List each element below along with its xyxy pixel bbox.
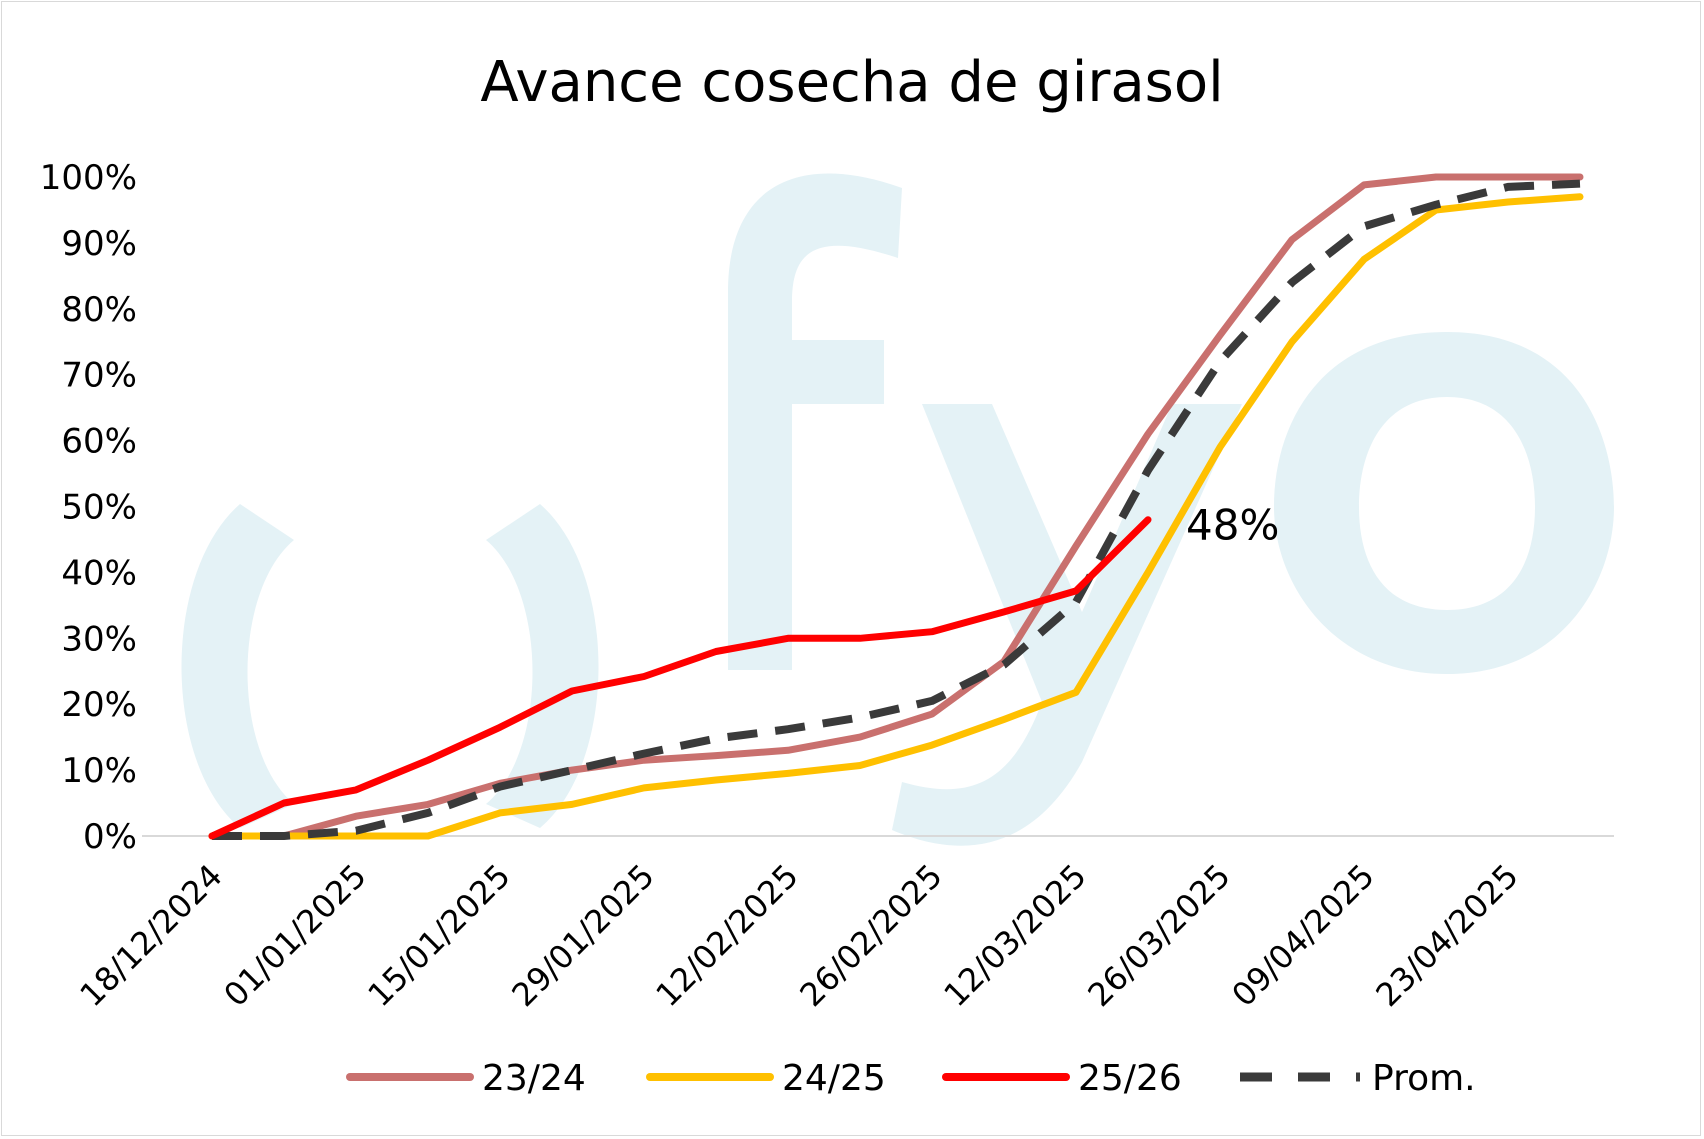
x-tick-label: 18/12/2024 — [72, 857, 229, 1014]
series-line-24-25 — [208, 193, 1584, 840]
x-tick-label: 29/01/2025 — [504, 857, 661, 1014]
x-tick-label: 23/04/2025 — [1368, 857, 1525, 1014]
x-tick-label: 01/01/2025 — [216, 857, 373, 1014]
x-tick-label: 26/03/2025 — [1080, 857, 1237, 1014]
series-line-prom — [212, 179, 1581, 840]
x-tick-label: 12/03/2025 — [936, 857, 1093, 1014]
x-tick-label: 15/01/2025 — [360, 857, 517, 1014]
y-tick-label: 50% — [61, 488, 137, 528]
annotation-layer: 48% — [1186, 501, 1279, 550]
watermark-right-arc — [486, 504, 599, 828]
y-tick-label: 60% — [61, 422, 137, 462]
x-axis: 18/12/202401/01/202515/01/202529/01/2025… — [72, 857, 1525, 1014]
watermark-y — [892, 404, 1242, 846]
chart-title: Avance cosecha de girasol — [480, 50, 1223, 115]
y-axis: 0% 10% 20% 30% 40% 50% 60% 70% 80% 90% 100% — [40, 158, 137, 857]
y-tick-label: 20% — [61, 685, 137, 725]
watermark-logo — [181, 173, 1614, 846]
legend-label: 25/26 — [1078, 1058, 1182, 1099]
legend-label: Prom. — [1372, 1058, 1476, 1099]
y-tick-label: 30% — [61, 619, 137, 659]
y-tick-label: 0% — [83, 817, 137, 857]
data-label-48: 48% — [1186, 501, 1279, 550]
legend: 23/24 24/25 25/26 Prom. — [346, 1058, 1476, 1099]
y-tick-label: 90% — [61, 224, 137, 264]
series-layer — [208, 173, 1584, 840]
watermark-o — [1274, 332, 1614, 674]
y-tick-label: 40% — [61, 553, 137, 593]
x-tick-label: 09/04/2025 — [1224, 857, 1381, 1014]
series-line-25-26 — [208, 516, 1152, 840]
x-tick-label: 26/02/2025 — [792, 857, 949, 1014]
y-tick-label: 80% — [61, 290, 137, 330]
y-tick-label: 100% — [40, 158, 137, 198]
legend-label: 24/25 — [782, 1058, 886, 1099]
watermark-f — [728, 173, 902, 670]
y-tick-label: 10% — [61, 751, 137, 791]
legend-label: 23/24 — [482, 1058, 586, 1099]
watermark-left-arc — [181, 504, 294, 828]
x-tick-label: 12/02/2025 — [648, 857, 805, 1014]
series-line-23-24 — [208, 173, 1584, 840]
y-tick-label: 70% — [61, 356, 137, 396]
